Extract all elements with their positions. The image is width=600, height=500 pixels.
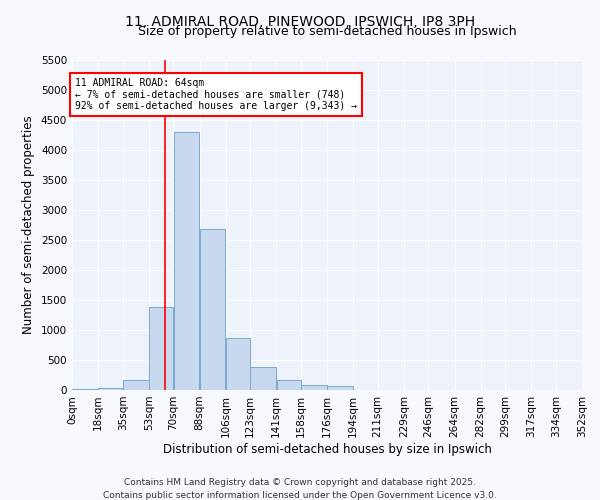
Text: 11 ADMIRAL ROAD: 64sqm
← 7% of semi-detached houses are smaller (748)
92% of sem: 11 ADMIRAL ROAD: 64sqm ← 7% of semi-deta… xyxy=(75,78,357,111)
Y-axis label: Number of semi-detached properties: Number of semi-detached properties xyxy=(22,116,35,334)
Bar xyxy=(277,380,301,390)
Bar xyxy=(301,385,327,390)
Bar xyxy=(250,366,276,390)
Bar xyxy=(226,338,250,390)
X-axis label: Distribution of semi-detached houses by size in Ipswich: Distribution of semi-detached houses by … xyxy=(163,442,491,456)
Text: 11, ADMIRAL ROAD, PINEWOOD, IPSWICH, IP8 3PH: 11, ADMIRAL ROAD, PINEWOOD, IPSWICH, IP8… xyxy=(125,15,475,29)
Bar xyxy=(327,386,353,390)
Bar xyxy=(98,388,122,390)
Bar xyxy=(149,306,173,390)
Bar xyxy=(200,229,226,390)
Bar xyxy=(123,380,149,390)
Text: Contains HM Land Registry data © Crown copyright and database right 2025.
Contai: Contains HM Land Registry data © Crown c… xyxy=(103,478,497,500)
Title: Size of property relative to semi-detached houses in Ipswich: Size of property relative to semi-detach… xyxy=(137,25,517,38)
Bar xyxy=(173,132,199,390)
